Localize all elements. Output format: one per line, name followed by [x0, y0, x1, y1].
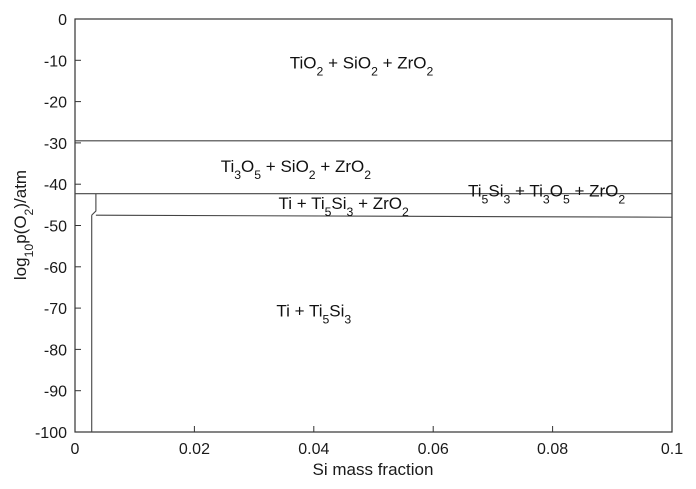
x-axis-title: Si mass fraction: [313, 460, 434, 479]
y-tick-label: -60: [44, 260, 67, 277]
phase-boundary-line: [95, 214, 673, 218]
phase-region-label: Ti3O5 + SiO2 + ZrO2: [221, 157, 372, 182]
y-tick-label: -10: [44, 53, 67, 70]
x-axis-ticks: 0 0.02 0.04 0.06 0.08 0.1: [71, 426, 683, 458]
x-tick-label: 0.04: [298, 441, 329, 458]
y-tick-label: -90: [44, 384, 67, 401]
x-tick-label: 0.02: [179, 441, 210, 458]
x-tick-label: 0: [71, 441, 80, 458]
y-tick-label: -100: [35, 425, 67, 442]
x-tick-label: 0.06: [418, 441, 449, 458]
y-tick-label: -40: [44, 177, 67, 194]
phase-region-labels: TiO2 + SiO2 + ZrO2 Ti3O5 + SiO2 + ZrO2 Ti5…: [221, 54, 626, 327]
y-tick-label: -50: [44, 219, 67, 236]
y-tick-label: -80: [44, 342, 67, 359]
phase-boundaries: [75, 140, 673, 432]
phase-boundary-line: [91, 193, 97, 216]
y-tick-label: 0: [58, 12, 67, 29]
y-axis-ticks: 0 -10 -20 -30 -40 -50 -60 -70 -80 -90 -100: [35, 12, 81, 442]
y-tick-label: -30: [44, 136, 67, 153]
plot-frame: [74, 18, 673, 433]
y-tick-label: -70: [44, 301, 67, 318]
phase-region-label: Ti5Si3 + Ti3O5 + ZrO2: [468, 182, 625, 207]
x-tick-label: 0.08: [537, 441, 568, 458]
y-tick-label: -20: [44, 95, 67, 112]
x-tick-label: 0.1: [661, 441, 683, 458]
phase-region-label: Ti + Ti5Si3: [276, 301, 351, 326]
phase-region-label: Ti + Ti5Si3 + ZrO2: [278, 194, 409, 219]
phase-region-label: TiO2 + SiO2 + ZrO2: [290, 54, 434, 79]
y-axis-title: log10p(O2)/atm: [11, 170, 36, 280]
